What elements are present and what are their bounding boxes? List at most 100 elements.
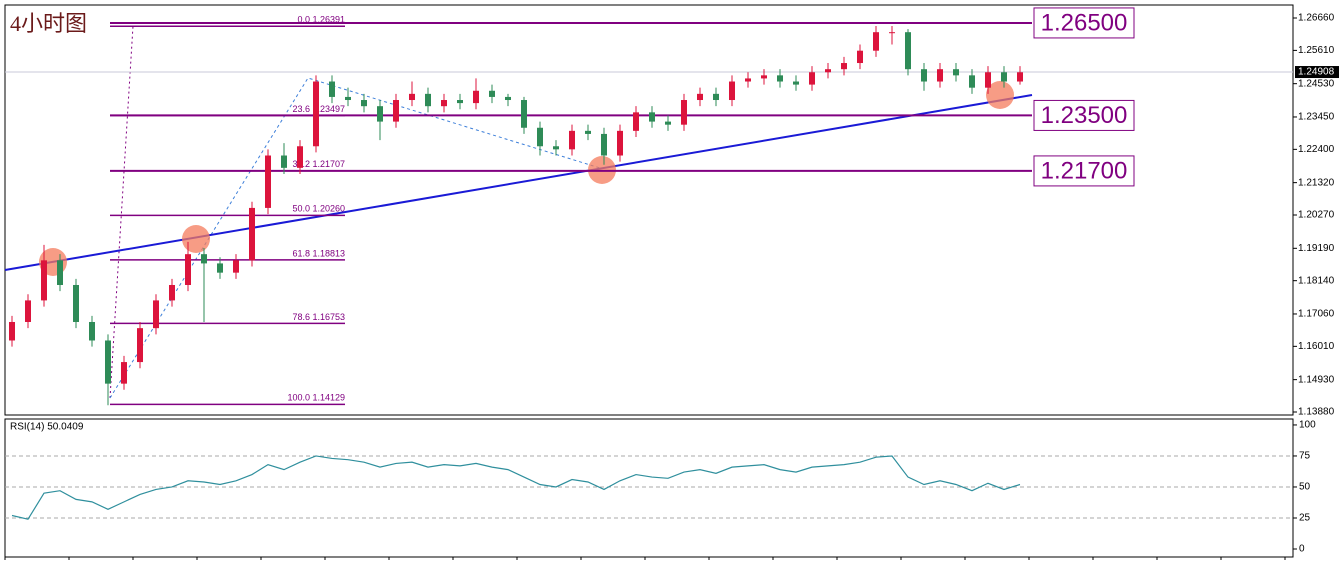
candle-body [521, 100, 527, 128]
fib-label: 61.8 1.18813 [292, 248, 345, 258]
candle-body [57, 260, 63, 285]
y-tick-label: 1.22400 [1298, 144, 1335, 155]
candle-body [873, 32, 879, 51]
highlight [986, 81, 1014, 109]
y-tick-label: 100 [1299, 420, 1316, 431]
candle-body [137, 328, 143, 363]
candle-body [297, 146, 303, 168]
candle-body [969, 75, 975, 88]
candle-body [441, 100, 447, 107]
candle-body [665, 121, 671, 125]
key-level-label: 1.26500 [1041, 9, 1128, 36]
y-tick-label: 1.13880 [1298, 407, 1335, 418]
y-tick-label: 1.20270 [1298, 210, 1335, 221]
fib-label: 0.0 1.26391 [297, 15, 345, 25]
candle-body [697, 93, 703, 101]
y-tick-label: 1.26660 [1298, 13, 1335, 24]
candle-body [569, 130, 575, 150]
y-tick-label: 1.18140 [1298, 275, 1335, 286]
candle-body [905, 32, 911, 70]
candle-body [489, 90, 495, 97]
y-tick-label: 1.25610 [1298, 45, 1335, 56]
candle-body [841, 63, 847, 70]
fib-label: 38.2 1.21707 [292, 159, 345, 169]
candle-body [793, 81, 799, 85]
candle-body [921, 69, 927, 82]
candle-body [857, 50, 863, 64]
y-tick-label: 1.23450 [1298, 112, 1335, 123]
current-price-label: 1.24908 [1298, 67, 1335, 78]
candle-body [329, 81, 335, 97]
candle-body [377, 106, 383, 122]
candle-body [409, 93, 415, 101]
candle-body [745, 78, 751, 82]
candle-body [185, 254, 191, 285]
candle-body [217, 263, 223, 273]
candle-body [953, 69, 959, 76]
candle-body [633, 112, 639, 131]
fib-anchor-line [109, 25, 134, 399]
candle-body [985, 72, 991, 88]
candle-body [345, 96, 351, 101]
y-tick-label: 1.14930 [1298, 374, 1335, 385]
candle-body [169, 284, 175, 301]
y-tick-label: 1.21320 [1298, 177, 1335, 188]
candle-body [649, 112, 655, 122]
candle-body [1001, 72, 1007, 82]
candle-body [809, 72, 815, 85]
candle-body [361, 100, 367, 107]
y-tick-label: 75 [1299, 451, 1311, 462]
candle-body [617, 130, 623, 156]
fib-label: 78.6 1.16753 [292, 312, 345, 322]
candle-body [889, 32, 895, 34]
candle-body [505, 96, 511, 101]
candle-body [457, 100, 463, 104]
y-tick-label: 0 [1299, 544, 1305, 555]
candle-body [105, 340, 111, 384]
trend-line [4, 94, 1033, 271]
key-level-box [1033, 7, 1135, 39]
candle-body [89, 321, 95, 341]
rsi-title: RSI(14) 50.0409 [10, 422, 84, 433]
candle-body [937, 69, 943, 82]
candle-body [601, 133, 607, 156]
key-level-label: 1.21700 [1041, 157, 1128, 184]
fib-label: 50.0 1.20260 [292, 204, 345, 214]
candle-body [9, 321, 15, 341]
candle-body [553, 146, 559, 150]
fib-label: 100.0 1.14129 [287, 393, 345, 403]
candle-body [233, 260, 239, 273]
y-tick-label: 1.24530 [1298, 78, 1335, 89]
y-tick-label: 1.16010 [1298, 341, 1335, 352]
rsi-line [11, 455, 1021, 520]
candle-body [425, 93, 431, 107]
chart-title: 4小时图 [10, 11, 87, 36]
candle-body [281, 155, 287, 168]
key-level-label: 1.23500 [1041, 102, 1128, 129]
candle-body [25, 300, 31, 322]
candle-body [729, 81, 735, 101]
candle-body [153, 300, 159, 329]
y-tick-label: 25 [1299, 513, 1311, 524]
candle-body [473, 90, 479, 104]
candle-body [681, 100, 687, 125]
candle-body [265, 155, 271, 208]
candle-body [313, 81, 319, 147]
y-tick-label: 1.17060 [1298, 309, 1335, 320]
y-tick-label: 50 [1299, 482, 1311, 493]
key-level-box [1033, 99, 1135, 131]
candle-body [393, 100, 399, 122]
candle-body [41, 260, 47, 301]
main-panel [4, 4, 1294, 416]
candle-body [201, 254, 207, 264]
current-price-box [1295, 66, 1339, 79]
candle-body [121, 362, 127, 384]
candle-body [825, 69, 831, 73]
candle-body [713, 93, 719, 101]
key-level-box [1033, 155, 1135, 187]
candle-body [761, 75, 767, 79]
candle-body [73, 284, 79, 322]
candle-body [585, 130, 591, 134]
rsi-panel [4, 418, 1294, 558]
